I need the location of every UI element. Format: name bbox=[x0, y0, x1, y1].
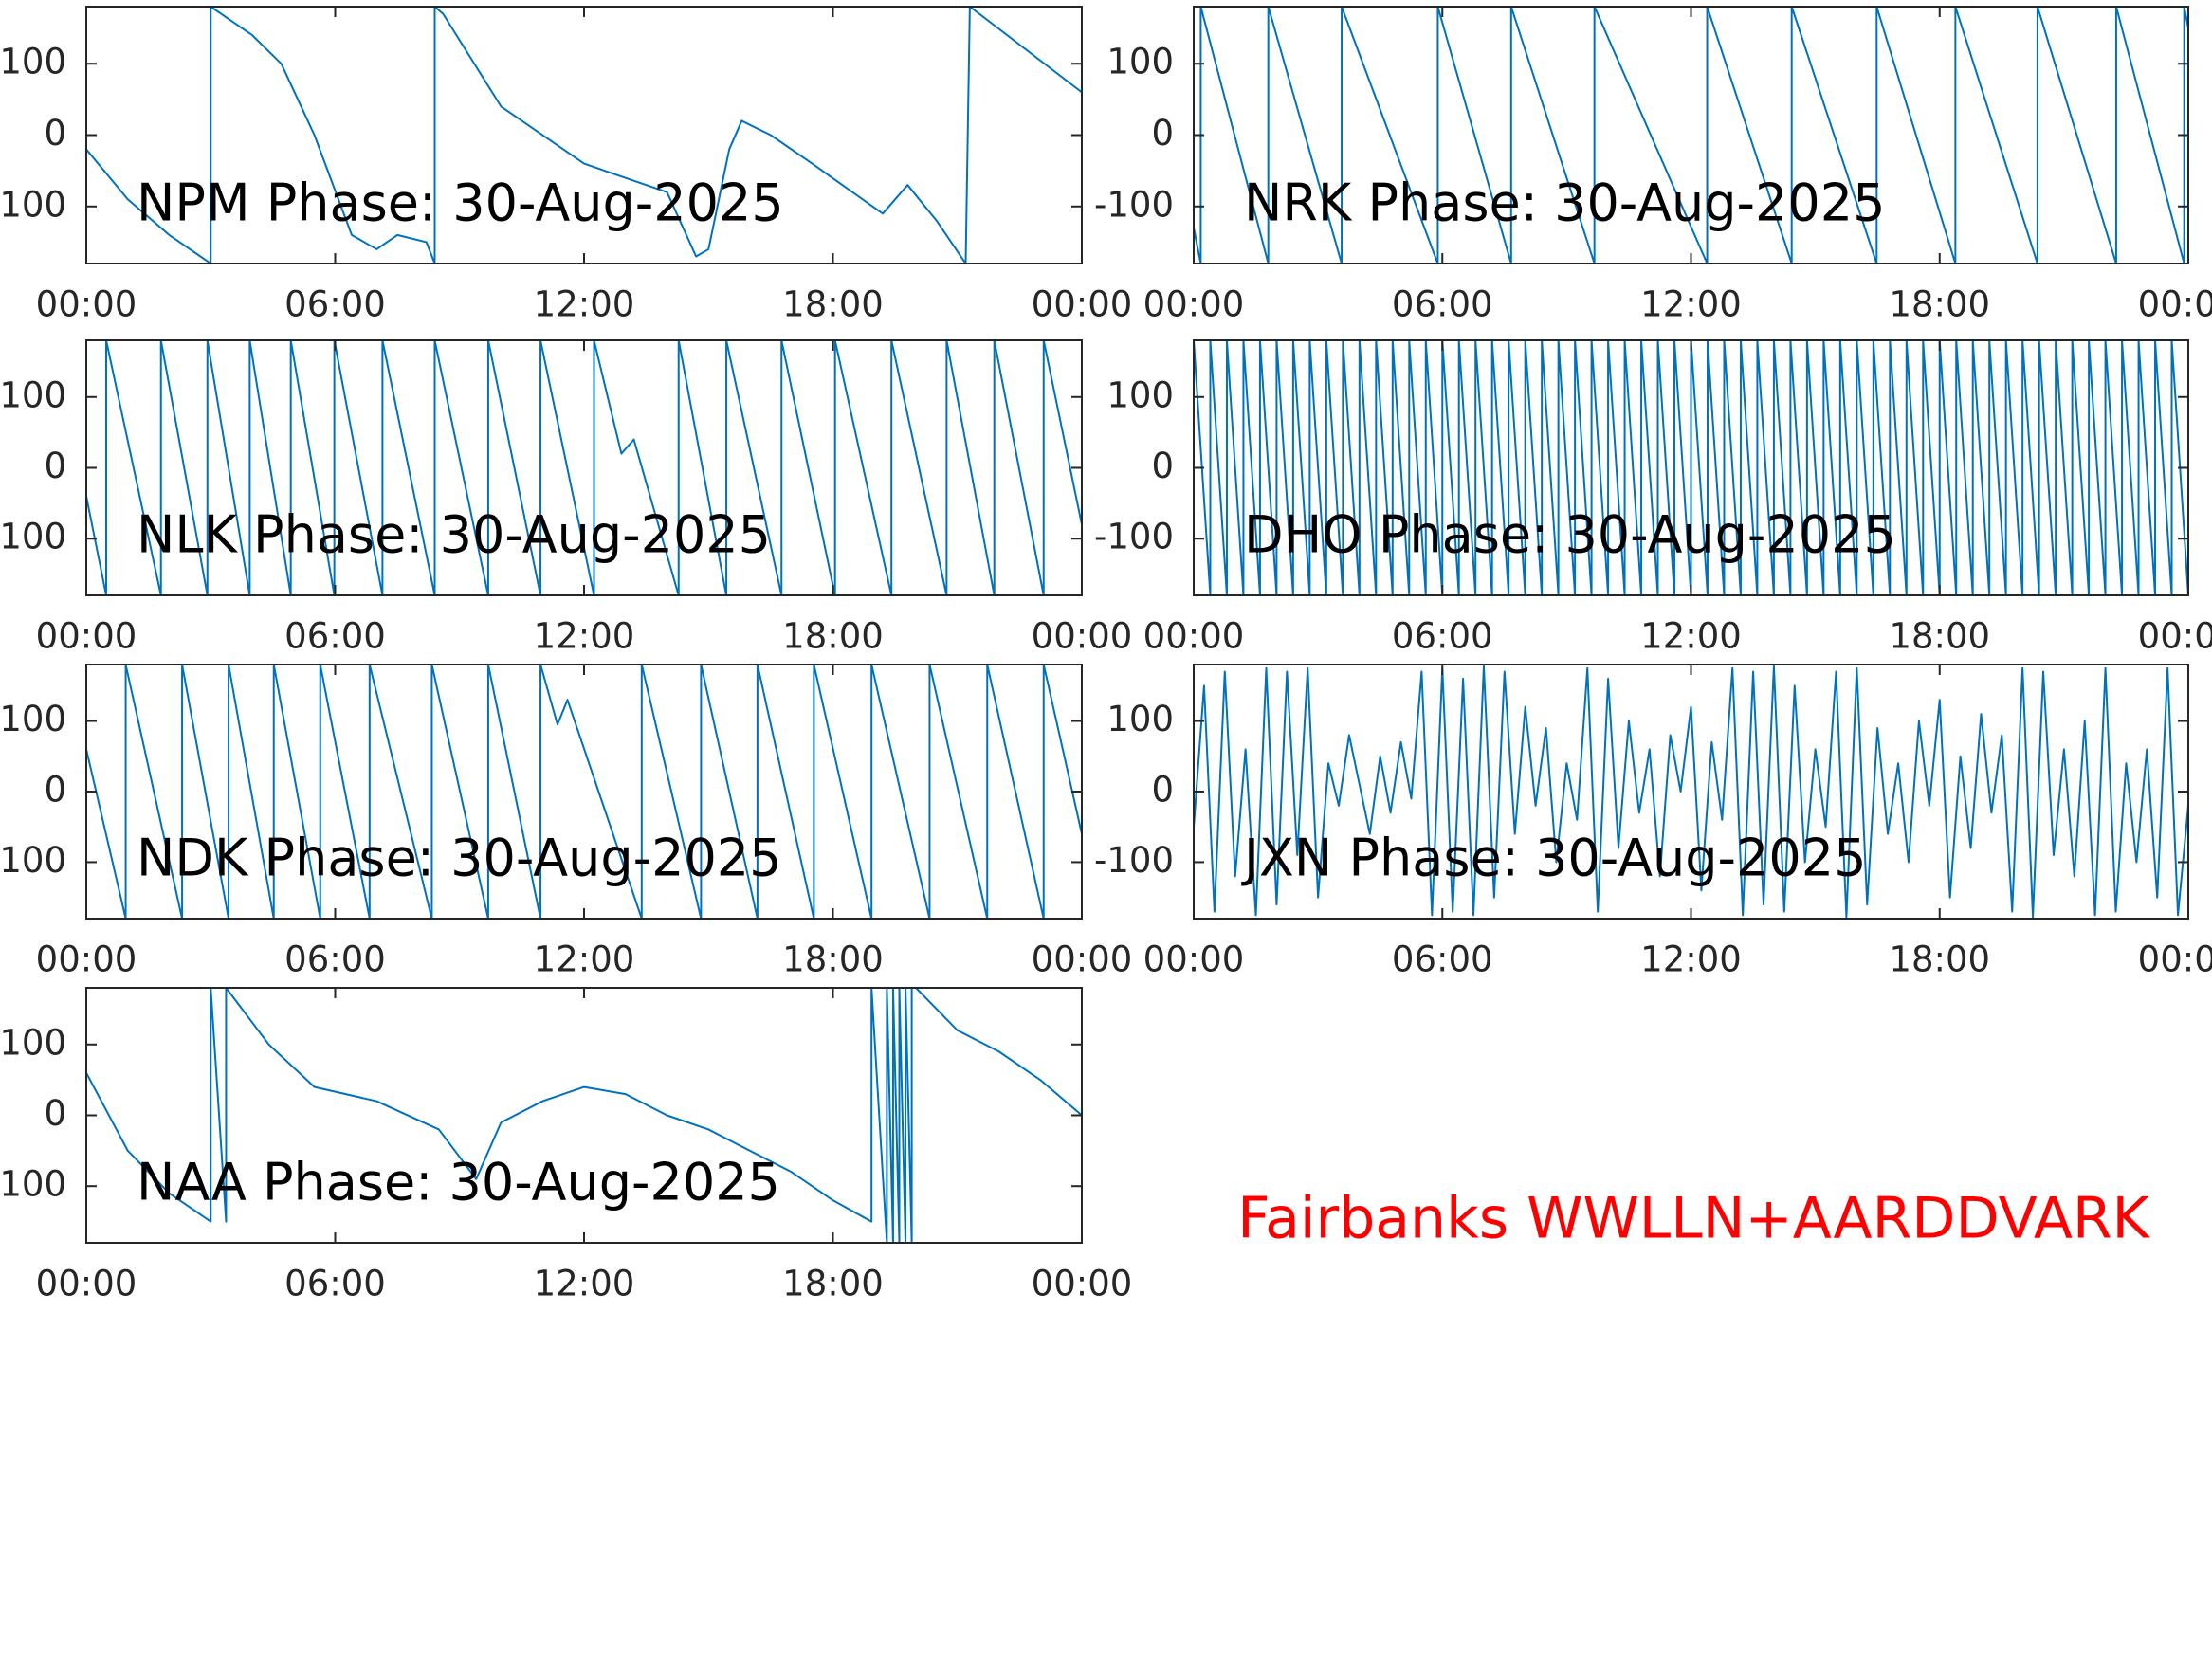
subplot-title: NPM Phase: 30-Aug-2025 bbox=[137, 173, 784, 233]
x-tick-label: 00:00 bbox=[1143, 939, 1245, 980]
y-tick-label: 0 bbox=[1151, 770, 1174, 811]
x-tick-label: 00:00 bbox=[2138, 284, 2212, 325]
x-tick-label: 18:00 bbox=[1889, 616, 1990, 657]
y-tick-label: -100 bbox=[0, 840, 66, 881]
x-tick-label: 12:00 bbox=[1640, 616, 1742, 657]
subplot: -100 0 100 00:00 06:00 12:00 18:00 00:00 JXN Pha… bbox=[1094, 664, 2212, 980]
subplot: -100 0 100 00:00 06:00 12:00 18:00 00:00 NRK Pha… bbox=[1094, 6, 2212, 325]
subplot: -100 0 100 00:00 06:00 12:00 18:00 00:00 NAA Pha… bbox=[0, 987, 1133, 1304]
x-tick-label: 12:00 bbox=[1640, 939, 1742, 980]
x-tick-label: 12:00 bbox=[534, 284, 635, 325]
y-tick-label: 0 bbox=[1151, 446, 1174, 486]
y-tick-label: 0 bbox=[44, 770, 66, 811]
x-tick-label: 06:00 bbox=[1392, 939, 1493, 980]
caption: Fairbanks WWLLN+AARDDVARK bbox=[1237, 1186, 2150, 1252]
y-tick-label: 0 bbox=[44, 1093, 66, 1134]
x-tick-label: 00:00 bbox=[1143, 616, 1245, 657]
y-tick-label: -100 bbox=[0, 1164, 66, 1205]
x-tick-label: 18:00 bbox=[1889, 939, 1990, 980]
subplot-title: NDK Phase: 30-Aug-2025 bbox=[137, 829, 782, 888]
phase-line bbox=[86, 665, 1082, 919]
x-tick-label: 00:00 bbox=[2138, 939, 2212, 980]
phase-line bbox=[86, 7, 1082, 264]
subplot: -100 0 100 00:00 06:00 12:00 18:00 00:00 NPM Pha… bbox=[0, 6, 1133, 325]
x-tick-label: 00:00 bbox=[36, 1264, 137, 1304]
phase-line bbox=[86, 340, 1082, 595]
phase-line bbox=[1194, 7, 2188, 264]
y-tick-label: 0 bbox=[44, 113, 66, 154]
x-tick-label: 18:00 bbox=[1889, 284, 1990, 325]
y-tick-label: 100 bbox=[1106, 374, 1174, 415]
x-tick-label: 12:00 bbox=[534, 1264, 635, 1304]
y-tick-label: -100 bbox=[1094, 184, 1174, 225]
y-tick-label: 100 bbox=[1106, 699, 1174, 739]
subplot-title: JXN Phase: 30-Aug-2025 bbox=[1241, 829, 1866, 888]
x-tick-label: 00:00 bbox=[36, 939, 137, 980]
subplot: -100 0 100 00:00 06:00 12:00 18:00 00:00 DHO Pha… bbox=[1094, 339, 2212, 657]
y-tick-label: 0 bbox=[1151, 113, 1174, 154]
x-tick-label: 06:00 bbox=[284, 616, 386, 657]
x-tick-label: 00:00 bbox=[36, 284, 137, 325]
y-tick-label: -100 bbox=[1094, 840, 1174, 881]
x-tick-label: 00:00 bbox=[1143, 284, 1245, 325]
x-tick-label: 00:00 bbox=[1032, 616, 1133, 657]
x-tick-label: 12:00 bbox=[534, 616, 635, 657]
x-tick-label: 06:00 bbox=[1392, 284, 1493, 325]
x-tick-label: 00:00 bbox=[36, 616, 137, 657]
x-tick-label: 18:00 bbox=[782, 284, 884, 325]
phase-line bbox=[1194, 340, 2188, 595]
subplot-title: NRK Phase: 30-Aug-2025 bbox=[1244, 173, 1885, 233]
phase-line bbox=[86, 988, 1082, 1243]
y-tick-label: -100 bbox=[0, 184, 66, 225]
y-tick-label: 100 bbox=[0, 699, 66, 739]
x-tick-label: 00:00 bbox=[1032, 284, 1133, 325]
subplot-title: DHO Phase: 30-Aug-2025 bbox=[1244, 505, 1896, 565]
x-tick-label: 06:00 bbox=[284, 1264, 386, 1304]
x-tick-label: 12:00 bbox=[1640, 284, 1742, 325]
y-tick-label: 100 bbox=[0, 42, 66, 82]
x-tick-label: 00:00 bbox=[1032, 1264, 1133, 1304]
x-tick-label: 18:00 bbox=[782, 616, 884, 657]
subplot: -100 0 100 00:00 06:00 12:00 18:00 00:00 NLK Pha… bbox=[0, 339, 1133, 657]
x-tick-label: 00:00 bbox=[1032, 939, 1133, 980]
y-tick-label: 0 bbox=[44, 446, 66, 486]
subplot-title: NAA Phase: 30-Aug-2025 bbox=[137, 1153, 780, 1212]
y-tick-label: 100 bbox=[1106, 42, 1174, 82]
x-tick-label: 06:00 bbox=[284, 939, 386, 980]
y-tick-label: 100 bbox=[0, 374, 66, 415]
y-tick-label: 100 bbox=[0, 1022, 66, 1063]
y-tick-label: -100 bbox=[1094, 517, 1174, 557]
x-tick-label: 00:00 bbox=[2138, 616, 2212, 657]
subplot-title: NLK Phase: 30-Aug-2025 bbox=[137, 505, 771, 565]
y-tick-label: -100 bbox=[0, 517, 66, 557]
subplot: -100 0 100 00:00 06:00 12:00 18:00 00:00 NDK Pha… bbox=[0, 664, 1133, 980]
x-tick-label: 06:00 bbox=[1392, 616, 1493, 657]
x-tick-label: 06:00 bbox=[284, 284, 386, 325]
x-tick-label: 18:00 bbox=[782, 1264, 884, 1304]
x-tick-label: 12:00 bbox=[534, 939, 635, 980]
x-tick-label: 18:00 bbox=[782, 939, 884, 980]
phase-line bbox=[1194, 665, 2188, 919]
